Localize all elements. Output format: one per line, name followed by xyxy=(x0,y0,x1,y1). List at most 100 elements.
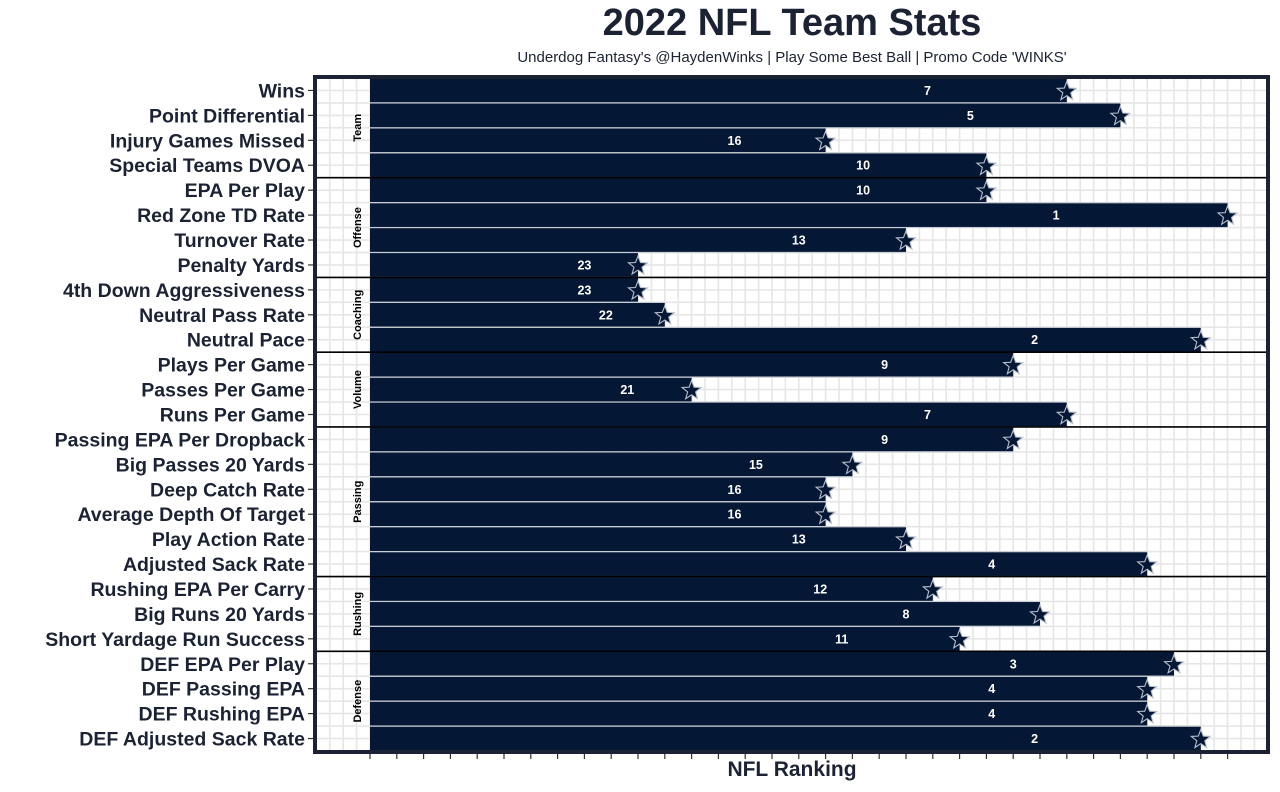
y-tick-label: Short Yardage Run Success xyxy=(45,629,305,651)
star-marker xyxy=(1216,204,1239,226)
star-marker xyxy=(1109,104,1132,126)
star-marker xyxy=(1002,428,1025,450)
bar xyxy=(370,701,1148,726)
bar xyxy=(370,452,853,477)
y-tick-label: Neutral Pace xyxy=(187,330,305,352)
bar-value-label: 4 xyxy=(988,707,995,721)
bar xyxy=(370,577,933,601)
bar-value-label: 13 xyxy=(792,234,806,248)
bar xyxy=(370,477,826,502)
bar-value-label: 23 xyxy=(577,258,591,272)
bar-value-label: 10 xyxy=(856,159,870,173)
bar xyxy=(370,651,1174,676)
y-tick-label: Big Passes 20 Yards xyxy=(116,454,306,476)
y-tick-label: EPA Per Play xyxy=(185,180,305,202)
bar xyxy=(370,602,1040,626)
bar-value-label: 22 xyxy=(599,308,613,322)
group-label: Coaching xyxy=(352,290,364,340)
y-tick-label: Point Differential xyxy=(149,105,305,127)
plot-border xyxy=(313,75,1270,754)
group-label: Rushing xyxy=(352,592,364,636)
bar-value-label: 7 xyxy=(924,408,931,422)
bar xyxy=(370,502,826,527)
y-tick-label: Adjusted Sack Rate xyxy=(123,554,305,576)
bar-value-label: 9 xyxy=(881,358,888,372)
bar-value-label: 5 xyxy=(967,109,974,123)
bar xyxy=(370,203,1228,227)
bar-value-label: 13 xyxy=(792,533,806,547)
bar xyxy=(370,726,1201,751)
star-marker xyxy=(975,179,998,201)
y-tick-label: DEF Passing EPA xyxy=(142,679,305,701)
star-marker xyxy=(1029,603,1051,625)
group-label: Defense xyxy=(352,680,364,723)
x-axis-label: NFL Ranking xyxy=(727,758,857,781)
y-tick-label: DEF Adjusted Sack Rate xyxy=(79,729,305,751)
bar-value-label: 9 xyxy=(881,433,888,447)
bar-value-label: 15 xyxy=(749,458,763,472)
group-label: Team xyxy=(352,114,364,142)
y-tick-label: Injury Games Missed xyxy=(110,130,305,152)
bar xyxy=(370,552,1148,576)
star-marker xyxy=(627,279,649,301)
bar-value-label: 16 xyxy=(728,483,742,497)
group-label: Offense xyxy=(352,207,364,248)
star-marker xyxy=(921,578,944,600)
bar-value-label: 3 xyxy=(1010,657,1017,671)
star-marker xyxy=(1163,653,1185,675)
star-marker xyxy=(814,478,837,500)
group-label: Volume xyxy=(352,370,364,409)
star-marker xyxy=(653,304,676,326)
star-marker xyxy=(948,628,971,650)
bar-value-label: 1 xyxy=(1053,209,1060,223)
bar-value-label: 23 xyxy=(577,283,591,297)
y-tick-label: Turnover Rate xyxy=(174,230,305,252)
y-tick-label: Passing EPA Per Dropback xyxy=(55,429,305,451)
star-marker xyxy=(1055,79,1078,101)
y-tick-label: 4th Down Aggressiveness xyxy=(63,280,305,302)
bar-value-label: 8 xyxy=(903,607,910,621)
bar xyxy=(370,327,1201,352)
star-marker xyxy=(1189,329,1212,351)
y-tick-label: DEF EPA Per Play xyxy=(140,654,305,676)
y-tick-label: Penalty Yards xyxy=(177,255,305,277)
chart-subtitle: Underdog Fantasy's @HaydenWinks | Play S… xyxy=(517,49,1067,66)
bar xyxy=(370,626,960,651)
y-tick-label: Deep Catch Rate xyxy=(150,479,305,501)
bar xyxy=(370,352,1014,377)
y-tick-label: DEF Rushing EPA xyxy=(139,704,305,726)
bar-value-label: 7 xyxy=(924,84,931,98)
y-tick-label: Passes Per Game xyxy=(141,380,305,402)
bar xyxy=(370,278,638,302)
star-marker xyxy=(895,528,917,550)
bar xyxy=(370,128,826,153)
bar xyxy=(370,676,1148,701)
bar xyxy=(370,253,638,277)
bar xyxy=(370,103,1121,128)
star-marker xyxy=(895,229,917,251)
star-marker xyxy=(1002,354,1025,375)
bar xyxy=(370,377,692,402)
bar xyxy=(370,78,1067,103)
bar xyxy=(370,228,906,252)
bar-value-label: 10 xyxy=(856,184,870,198)
star-marker xyxy=(841,453,864,475)
bar xyxy=(370,427,1014,452)
y-tick-label: Play Action Rate xyxy=(152,529,305,551)
bar-value-label: 4 xyxy=(988,558,995,572)
star-marker xyxy=(975,154,998,176)
bar-value-label: 11 xyxy=(835,632,848,646)
chart-title: 2022 NFL Team Stats xyxy=(602,2,982,44)
star-marker xyxy=(1136,703,1159,724)
y-tick-label: Red Zone TD Rate xyxy=(137,205,305,227)
bar-value-label: 2 xyxy=(1031,333,1038,347)
bar xyxy=(370,402,1067,427)
y-tick-label: Big Runs 20 Yards xyxy=(134,604,305,626)
star-marker xyxy=(1136,553,1159,575)
bar-value-label: 12 xyxy=(813,582,827,596)
star-marker xyxy=(814,503,837,525)
star-marker xyxy=(1189,727,1212,749)
y-tick-label: Plays Per Game xyxy=(158,355,306,377)
bar-value-label: 4 xyxy=(988,682,995,696)
